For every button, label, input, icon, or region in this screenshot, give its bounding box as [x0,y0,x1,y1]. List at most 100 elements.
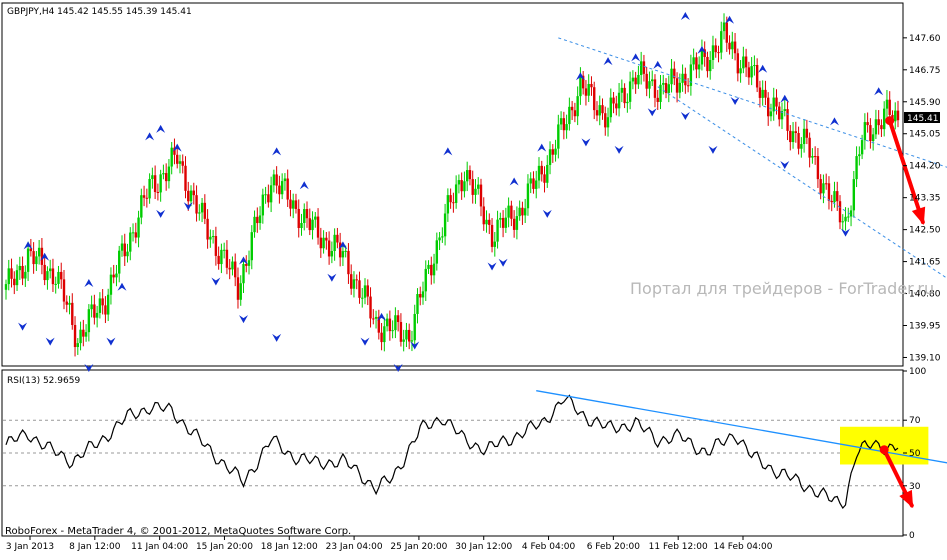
fractal-down-icon [327,273,337,282]
bull-candle [54,283,57,285]
bull-candle [109,274,113,295]
price-tick-label: 140.80 [909,290,941,300]
bull-candle [885,99,889,109]
fractal-down-icon [272,333,282,342]
bull-candle [15,270,19,286]
bull-candle [46,271,49,281]
bear-candle [297,208,300,228]
bull-candle [639,61,643,75]
bull-candle [485,219,488,225]
price-tick-label: 139.10 [909,353,941,363]
bull-candle [76,343,80,348]
bull-candle [598,105,601,116]
bear-candle [836,191,839,202]
bull-candle [454,184,458,203]
rsi-line [5,394,899,510]
bear-candle [877,119,880,126]
bear-candle [145,197,149,199]
bull-candle [322,237,325,249]
bull-candle [87,309,91,333]
bull-candle [115,273,118,278]
bear-candle [275,174,278,186]
bear-candle [604,113,607,128]
bear-candle [570,106,574,111]
fractal-down-icon [730,97,740,106]
bear-candle [449,195,452,203]
bear-candle [755,64,759,88]
bear-candle [73,324,77,348]
bull-candle [410,340,414,342]
bull-candle [548,149,552,165]
bear-candle [482,206,485,225]
bull-candle [493,241,497,247]
bear-candle [717,52,720,54]
bear-candle [43,264,46,281]
rsi-forecast-arrow-head [899,489,914,509]
bull-candle [344,250,347,252]
bear-candle [396,315,400,323]
bull-candle [678,82,682,93]
fractal-up-icon [145,132,155,141]
bull-candle [858,154,861,157]
bull-candle [579,75,582,97]
rsi-trendline [536,390,947,464]
bear-candle [584,88,588,96]
bear-candle [512,218,516,230]
bear-candle [294,200,298,209]
bull-candle [833,191,836,203]
channel-lower-line [657,86,947,279]
rsi-tick-label: 0 [909,531,915,541]
bear-candle [695,57,698,70]
bear-candle [615,103,618,109]
bear-candle [399,322,403,342]
bull-candle [761,89,764,98]
bear-candle [808,137,811,158]
bear-candle [684,73,687,86]
bull-candle [546,164,549,183]
bull-candle [659,84,662,102]
bull-candle [697,64,701,70]
bear-candle [744,56,748,68]
bear-candle [543,174,546,183]
bear-candle [325,237,328,241]
rsi-tick-label: 100 [909,367,926,377]
fractal-down-icon [841,228,851,237]
bear-candle [664,83,668,93]
bull-candle [432,263,436,276]
bull-candle [860,140,864,155]
bull-candle [383,326,386,343]
bull-candle [576,96,579,117]
fractal-down-icon [647,108,657,117]
bull-candle [352,279,356,289]
bear-candle [13,278,16,286]
bull-candle [720,31,723,53]
bull-candle [269,185,273,203]
bull-candle [247,260,251,266]
bear-candle [601,105,604,114]
bear-candle [590,83,593,88]
bear-candle [805,128,809,138]
bear-candle [10,268,13,279]
bear-candle [29,248,33,252]
bear-candle [551,149,554,155]
bull-candle [37,247,41,257]
bull-candle [239,283,242,300]
bear-candle [336,234,339,243]
watermark: Портал для трейдеров - ForTrader.ru [630,279,934,298]
bear-candle [358,280,361,298]
bull-candle [882,108,886,130]
time-tick-label: 6 Feb 20:00 [587,542,641,552]
bull-candle [7,268,10,285]
bear-candle [813,156,817,158]
fractal-down-icon [393,364,403,372]
bull-candle [198,212,201,214]
bear-candle [350,274,353,289]
rsi-tick-label: 50 [909,449,921,459]
bull-candle [264,194,267,196]
bull-candle [258,215,262,224]
bull-candle [855,156,858,180]
bear-candle [827,183,831,201]
bear-candle [278,185,281,195]
bear-candle [767,97,770,117]
